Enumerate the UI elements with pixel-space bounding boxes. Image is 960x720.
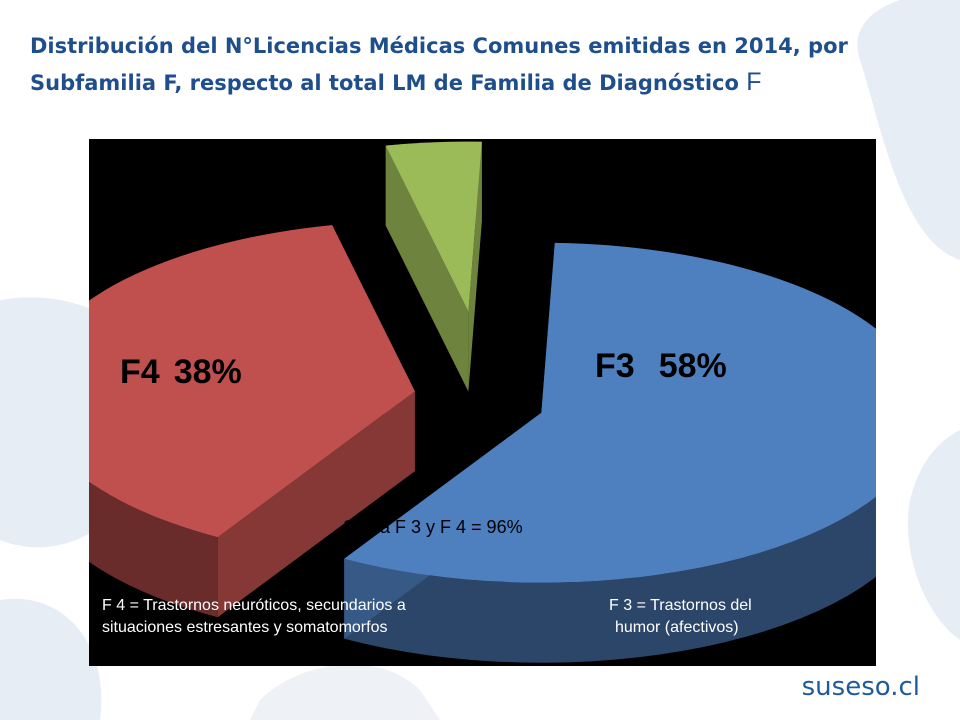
page-title: Distribución del N°Licencias Médicas Com… (30, 28, 850, 101)
f3-slice-label: F3 58% (595, 347, 727, 386)
f3-code: F3 (595, 347, 635, 385)
f3-note: F 3 = Trastornos del humor (afectivos) (609, 595, 752, 639)
slice-cut-other-1 (468, 141, 482, 392)
slice-cut-other-0 (385, 145, 469, 392)
title-main: Distribución del N°Licencias Médicas Com… (30, 34, 848, 95)
slice-cut-F4-0 (217, 391, 415, 618)
f3-note-line1: F 3 = Trastornos del (609, 597, 752, 614)
sum-annotation: Suma F 3 y F 4 = 96% (343, 517, 523, 537)
f4-slice-label: F4 38% (120, 353, 242, 392)
chart-area: F4 38% F3 58% Suma F 3 y F 4 = 96% F 4 = T… (89, 139, 876, 666)
brand-logo-text: suseso.cl (801, 672, 920, 702)
slice-top-F3 (344, 242, 876, 583)
f4-percent: 38% (173, 353, 242, 391)
f4-code: F4 (120, 353, 160, 391)
f4-note-line1: F 4 = Trastornos neuróticos, secundarios… (102, 597, 406, 614)
title-letter: F (746, 68, 762, 96)
f3-percent: 58% (658, 347, 727, 385)
f4-note: F 4 = Trastornos neuróticos, secundarios… (102, 595, 406, 639)
f3-note-line2: humor (afectivos) (615, 619, 739, 636)
slice-top-F4 (89, 225, 415, 538)
pie-chart (89, 141, 876, 663)
f4-note-line2: situaciones estresantes y somatomorfos (102, 619, 388, 636)
slice-top-other (385, 141, 482, 312)
